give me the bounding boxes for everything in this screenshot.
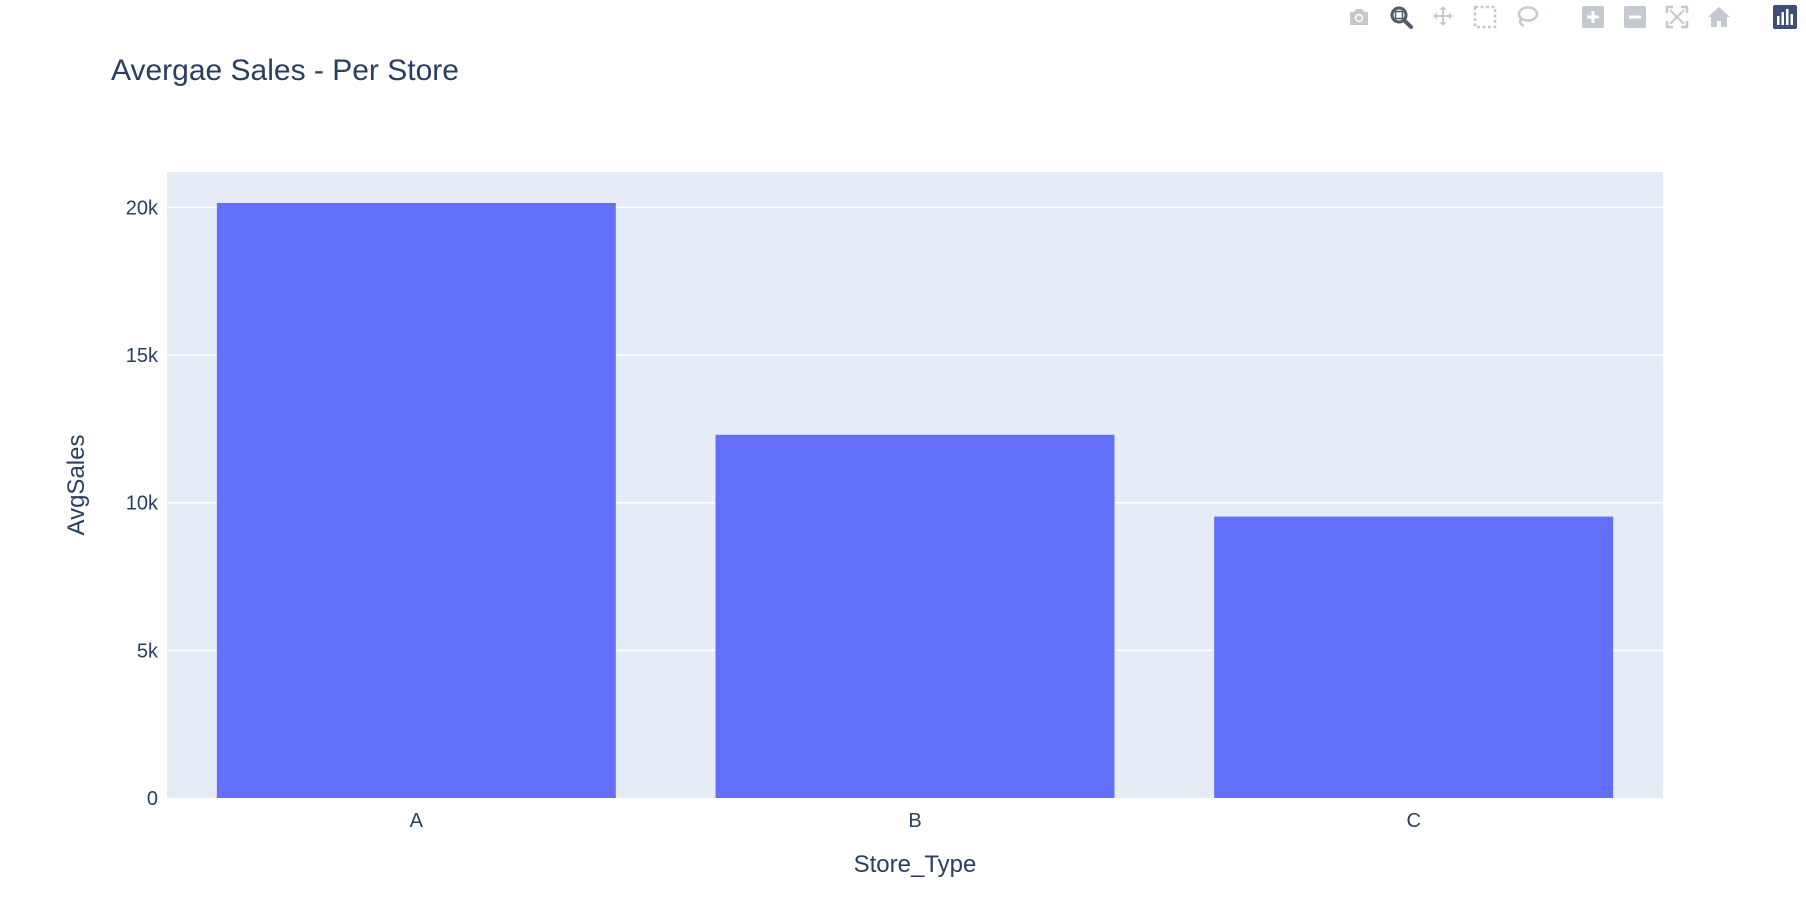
y-tick-label: 5k [137,640,159,662]
autoscale-button[interactable] [1662,2,1692,32]
plotly-logo-icon [1773,5,1797,29]
zoom-icon [1390,6,1413,29]
camera-icon [1350,9,1368,25]
y-axis-ticks: 0 5k 10k 15k 20k [126,197,159,810]
lasso-select-button[interactable] [1512,2,1542,32]
reset-axes-icon [1708,7,1730,27]
x-axis-title: Store_Type [854,851,977,878]
bar-C[interactable] [1214,516,1614,798]
y-tick-label: 20k [126,197,159,219]
plotly-logo-link[interactable] [1770,2,1800,32]
x-tick-label: C [1406,810,1420,832]
autoscale-icon [1665,5,1689,29]
y-tick-label: 10k [126,493,159,515]
x-axis-ticks: A B C [410,810,1421,832]
box-select-icon [1473,5,1497,29]
y-tick-label: 0 [147,788,158,810]
box-select-button[interactable] [1470,2,1500,32]
bar-A[interactable] [216,203,616,799]
x-tick-label: B [908,810,921,832]
zoom-out-button[interactable] [1620,2,1650,32]
zoom-in-button[interactable] [1578,2,1608,32]
zoom-out-icon [1624,6,1646,28]
x-tick-label: A [410,810,424,832]
y-tick-label: 15k [126,345,159,367]
modebar [1338,0,1806,34]
pan-button[interactable] [1428,2,1458,32]
bars [216,203,1614,799]
lasso-select-icon [1517,6,1539,28]
y-axis-title: AvgSales [63,435,90,536]
zoom-button[interactable] [1386,2,1416,32]
chart-title: Avergae Sales - Per Store [111,54,459,87]
bar-B[interactable] [715,434,1115,798]
zoom-in-icon [1582,6,1604,28]
reset-axes-button[interactable] [1704,2,1734,32]
camera-button[interactable] [1344,2,1374,32]
pan-icon [1433,6,1453,26]
